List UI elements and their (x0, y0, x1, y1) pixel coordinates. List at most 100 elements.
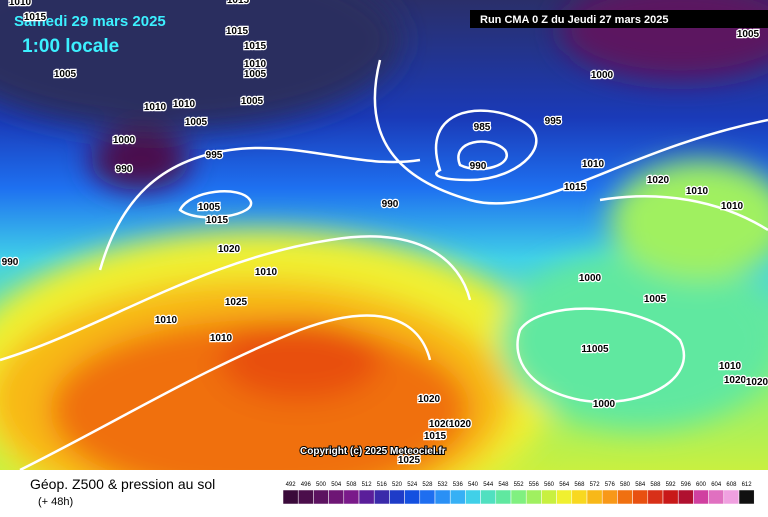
legend: 492 496 500 504 508 512 516 520 524 528 532 536 540 5… (282, 482, 755, 505)
legend-swatch (586, 489, 603, 505)
isobar-label: 1010 (244, 59, 267, 70)
isobar-label: 1025 (225, 297, 248, 308)
legend-label: 540 (468, 482, 479, 488)
isobar-label: 1010 (9, 0, 32, 8)
legend-label: 536 (453, 482, 464, 488)
legend-label: 560 (544, 482, 555, 488)
legend-swatch (297, 489, 314, 505)
legend-swatch (601, 489, 618, 505)
isobar-label: 1020 (218, 244, 241, 255)
isobar-label: 1005 (54, 69, 77, 80)
legend-label: 508 (346, 482, 357, 488)
isobar-label: 1010 (210, 333, 233, 344)
legend-swatch (510, 489, 527, 505)
legend-swatch (662, 489, 679, 505)
copyright: Copyright (c) 2025 Meteociel.fr (300, 446, 446, 457)
isobar-label: 11005 (581, 344, 609, 355)
isobar-label: 1000 (579, 273, 602, 284)
isobar-label: 1005 (244, 69, 267, 80)
legend-swatch (373, 489, 390, 505)
isobar-label: 1010 (686, 186, 709, 197)
legend-label: 556 (529, 482, 540, 488)
legend-label: 544 (483, 482, 494, 488)
legend-label: 564 (559, 482, 570, 488)
isobar-label: 1010 (155, 315, 178, 326)
legend-swatch (313, 489, 329, 505)
isobar-label: 995 (545, 116, 562, 127)
legend-label: 496 (301, 482, 312, 488)
legend-swatch (449, 489, 466, 505)
legend-swatch (480, 489, 497, 505)
isobar-label: 1015 (424, 431, 447, 442)
isobar-label: 990 (2, 257, 19, 268)
isobar-label: 1005 (198, 202, 221, 213)
isobar-label: 1015 (24, 12, 47, 23)
legend-label: 608 (726, 482, 737, 488)
valid-date: Samedi 29 mars 2025 (14, 13, 166, 30)
isobar-label: 1005 (185, 117, 208, 128)
legend-swatch (708, 489, 725, 505)
isobar-label: 990 (470, 161, 487, 172)
legend-swatch (525, 489, 542, 505)
isobar-label: 1015 (564, 182, 587, 193)
legend-swatch (328, 489, 345, 505)
legend-label: 604 (711, 482, 722, 488)
legend-swatch (677, 489, 694, 505)
legend-label: 572 (590, 482, 601, 488)
isobar-label: 1015 (226, 26, 249, 37)
isobar-label: 1010 (582, 159, 605, 170)
isobar-label: 990 (382, 199, 399, 210)
legend-swatch (632, 489, 649, 505)
run-banner (470, 10, 768, 28)
legend-label: 524 (407, 482, 418, 488)
legend-label: 520 (392, 482, 403, 488)
legend-label: 512 (362, 482, 373, 488)
forecast-lead: (+ 48h) (38, 496, 73, 508)
isobar-label: 1025 (398, 455, 421, 466)
legend-swatch (617, 489, 633, 505)
isobar-label: 1020 (746, 377, 768, 388)
legend-label: 588 (650, 482, 661, 488)
legend-swatch (343, 489, 360, 505)
legend-swatch (556, 489, 573, 505)
legend-swatch (358, 489, 375, 505)
legend-swatch (495, 489, 512, 505)
legend-swatch (434, 489, 451, 505)
isobar-label: 1010 (255, 267, 278, 278)
legend-swatch (723, 489, 740, 505)
legend-label: 552 (514, 482, 525, 488)
run-info: Run CMA 0 Z du Jeudi 27 mars 2025 (480, 14, 668, 26)
legend-label: 592 (666, 482, 677, 488)
legend-label: 528 (422, 482, 433, 488)
isobar-label: 1005 (644, 294, 667, 305)
legend-label: 568 (574, 482, 585, 488)
isobar-label: 1000 (593, 399, 616, 410)
legend-swatch (404, 489, 421, 505)
isobar-label: 1005 (737, 29, 760, 40)
legend-swatch (419, 489, 436, 505)
legend-label: 584 (635, 482, 646, 488)
isobar-label: 1020 (429, 419, 452, 430)
isobar-label: 1020 (418, 394, 441, 405)
legend-label: 612 (742, 482, 753, 488)
isobar-label: 990 (116, 164, 133, 175)
legend-swatch (541, 489, 557, 505)
legend-swatch (738, 489, 755, 505)
legend-swatch (571, 489, 588, 505)
isobar-label: 1015 (206, 215, 229, 226)
isobar-label: 1015 (244, 41, 267, 52)
isobar-label: 1005 (241, 96, 264, 107)
isobars (0, 59, 768, 472)
legend-swatch (647, 489, 664, 505)
isobar-label: 1000 (113, 135, 136, 146)
isobar-label: 1000 (591, 70, 614, 81)
legend-label: 492 (286, 482, 297, 488)
valid-time: 1:00 locale (22, 36, 119, 57)
legend-label: 596 (681, 482, 692, 488)
legend-swatch (465, 489, 481, 505)
isobar-label: 1010 (173, 99, 196, 110)
footer-title: Géop. Z500 & pression au sol (30, 476, 215, 492)
isobar-label: 1010 (144, 102, 167, 113)
